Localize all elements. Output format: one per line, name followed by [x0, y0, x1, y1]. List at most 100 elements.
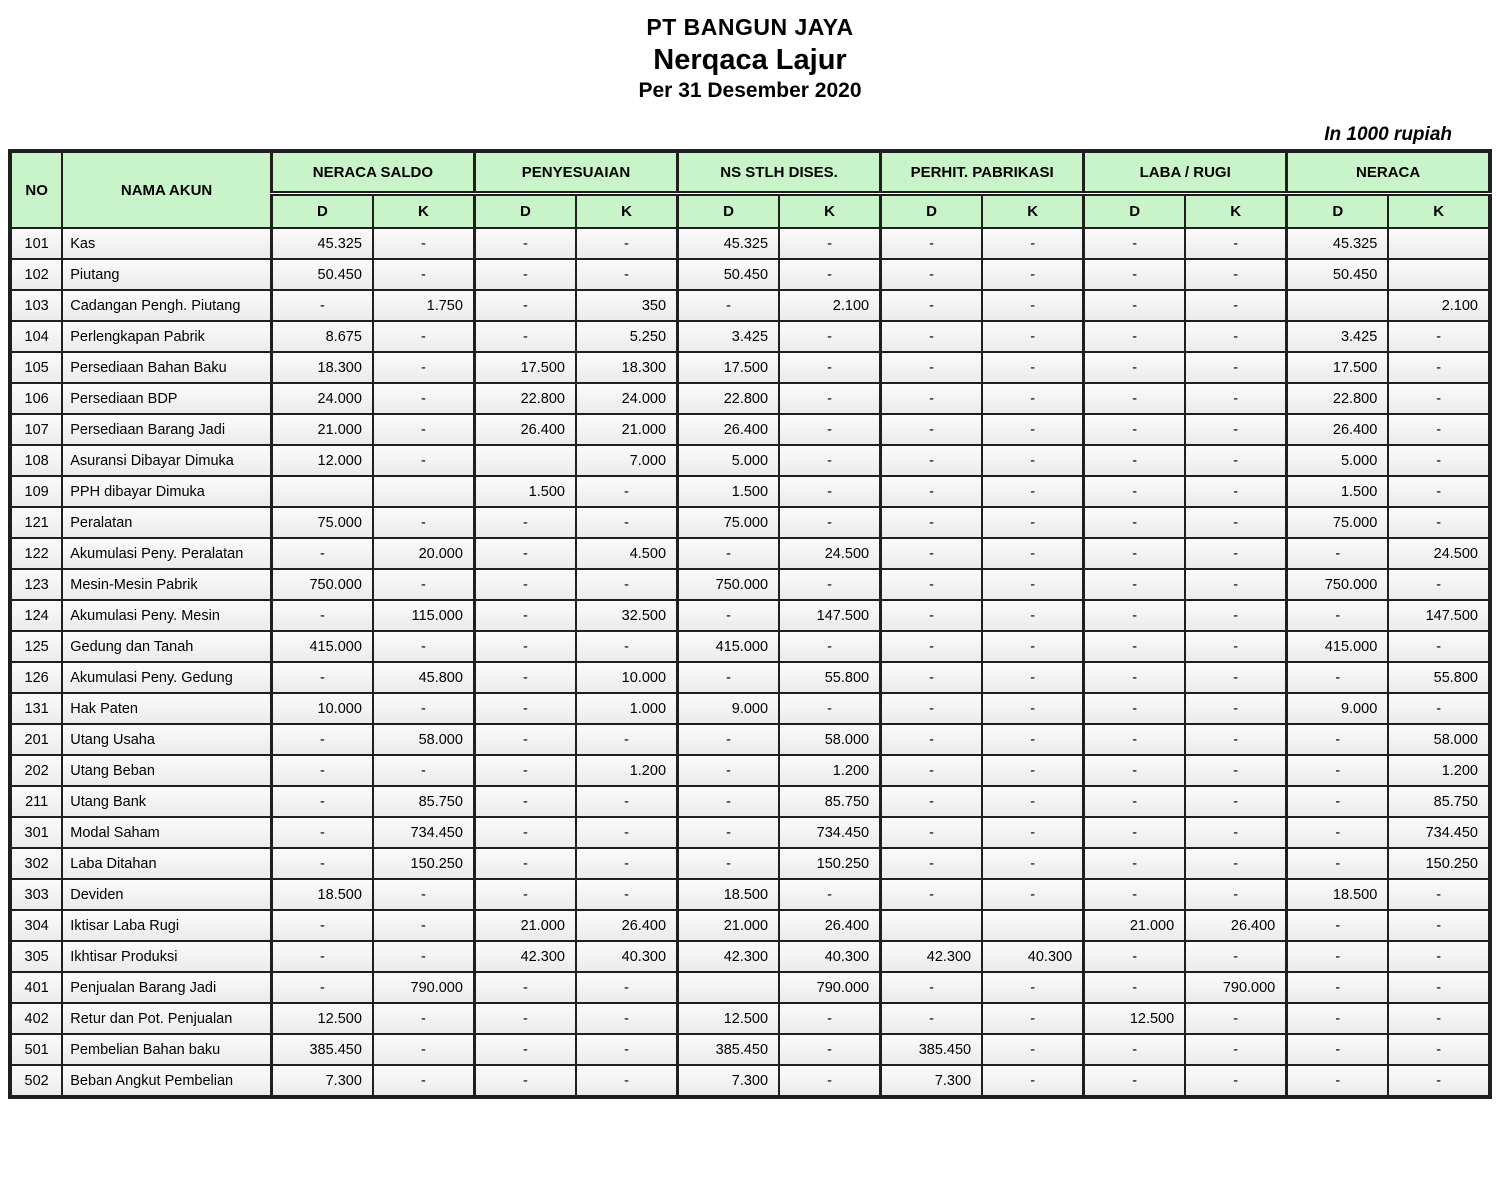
value-cell: - [1285, 1033, 1390, 1067]
value-cell: - [1285, 661, 1390, 695]
value-cell: - [1285, 723, 1390, 757]
value-cell: - [1184, 599, 1288, 633]
value-cell: 21.000 [574, 413, 679, 447]
value-cell: 9.000 [1285, 692, 1390, 726]
value-cell: - [778, 351, 882, 385]
value-cell: - [1082, 289, 1187, 323]
value-cell: - [574, 847, 679, 881]
value-cell: 21.000 [1082, 909, 1187, 943]
col-group-neraca-saldo: NERACA SALDO [269, 150, 476, 195]
value-cell: - [778, 568, 882, 602]
value-cell: - [1387, 878, 1491, 912]
col-header-debit: D [1082, 191, 1187, 230]
account-number-cell: 103 [8, 289, 64, 323]
account-number-cell: 109 [8, 475, 64, 509]
value-cell [371, 475, 476, 509]
value-cell: - [1082, 1033, 1187, 1067]
value-cell: - [981, 444, 1085, 478]
value-cell: 7.300 [269, 1064, 374, 1099]
value-cell: - [879, 475, 984, 509]
value-cell: - [676, 847, 781, 881]
value-cell: 2.100 [778, 289, 882, 323]
col-header-account: NAMA AKUN [61, 150, 273, 230]
value-cell: - [1184, 878, 1288, 912]
report-title: Nerqaca Lajur [653, 43, 847, 76]
value-cell: - [472, 847, 577, 881]
value-cell: - [778, 413, 882, 447]
account-number-cell: 304 [8, 909, 64, 943]
value-cell: - [1387, 320, 1491, 354]
table-row: 122 Akumulasi Peny. Peralatan -20.000-4.50… [8, 537, 1491, 571]
value-cell: 26.400 [1285, 413, 1390, 447]
value-cell: - [371, 1033, 476, 1067]
value-cell: - [1082, 537, 1187, 571]
account-name-cell: Asuransi Dibayar Dimuka [61, 444, 273, 478]
value-cell: - [371, 630, 476, 664]
value-cell: - [472, 506, 577, 540]
table-row: 211 Utang Bank -85.750- - -85.750- - - - -85.750 [8, 785, 1491, 819]
value-cell: - [1082, 568, 1187, 602]
value-cell: - [371, 382, 476, 416]
value-cell: 415.000 [676, 630, 781, 664]
value-cell: - [981, 878, 1085, 912]
value-cell: - [1387, 444, 1491, 478]
value-cell: - [676, 723, 781, 757]
value-cell: - [574, 785, 679, 819]
value-cell: - [1082, 878, 1187, 912]
table-row: 201 Utang Usaha -58.000- - -58.000- - - - -58.00… [8, 723, 1491, 757]
value-cell: - [472, 258, 577, 292]
value-cell: - [981, 971, 1085, 1005]
value-cell: 50.450 [1285, 258, 1390, 292]
value-cell: - [472, 568, 577, 602]
value-cell: - [472, 537, 577, 571]
report-period: Per 31 Desember 2020 [638, 79, 862, 102]
table-row: 202 Utang Beban - - -1.200-1.200- - - - -1.200 [8, 754, 1491, 788]
table-row: 123 Mesin-Mesin Pabrik 750.000- - -750.000- -… [8, 568, 1491, 602]
value-cell: - [981, 630, 1085, 664]
value-cell: - [574, 723, 679, 757]
value-cell: - [1184, 568, 1288, 602]
value-cell: - [879, 289, 984, 323]
account-name-cell: Peralatan [61, 506, 273, 540]
value-cell: 150.250 [778, 847, 882, 881]
account-name-cell: Beban Angkut Pembelian [61, 1064, 273, 1099]
account-name-cell: Akumulasi Peny. Peralatan [61, 537, 273, 571]
value-cell: - [1184, 1033, 1288, 1067]
value-cell: - [778, 444, 882, 478]
value-cell: - [1184, 258, 1288, 292]
value-cell: 1.500 [472, 475, 577, 509]
value-cell: - [981, 1033, 1085, 1067]
value-cell: - [1184, 661, 1288, 695]
value-cell: - [472, 320, 577, 354]
value-cell: - [879, 692, 984, 726]
value-cell: - [1082, 227, 1187, 261]
value-cell: - [879, 258, 984, 292]
title-block: PT BANGUN JAYA Nerqaca Lajur Per 31 Dese… [0, 0, 1500, 104]
value-cell: - [879, 351, 984, 385]
value-cell: - [269, 940, 374, 974]
account-number-cell: 502 [8, 1064, 64, 1099]
value-cell: - [981, 785, 1085, 819]
value-cell: - [981, 599, 1085, 633]
value-cell: - [778, 878, 882, 912]
value-cell: - [472, 1033, 577, 1067]
value-cell: - [981, 258, 1085, 292]
account-number-cell: 202 [8, 754, 64, 788]
account-number-cell: 124 [8, 599, 64, 633]
value-cell: - [981, 816, 1085, 850]
value-cell: 734.450 [371, 816, 476, 850]
value-cell: - [676, 289, 781, 323]
account-number-cell: 302 [8, 847, 64, 881]
value-cell: - [879, 506, 984, 540]
table-row: 305 Ikhtisar Produksi - -42.300 40.300 42.300… [8, 940, 1491, 974]
value-cell: 147.500 [1387, 599, 1491, 633]
value-cell: - [269, 723, 374, 757]
value-cell: - [472, 630, 577, 664]
value-cell: - [472, 723, 577, 757]
value-cell: 26.400 [574, 909, 679, 943]
table-row: 302 Laba Ditahan -150.250- - -150.250- - - - -15… [8, 847, 1491, 881]
value-cell: 1.200 [1387, 754, 1491, 788]
value-cell: - [981, 351, 1085, 385]
value-cell: - [879, 816, 984, 850]
